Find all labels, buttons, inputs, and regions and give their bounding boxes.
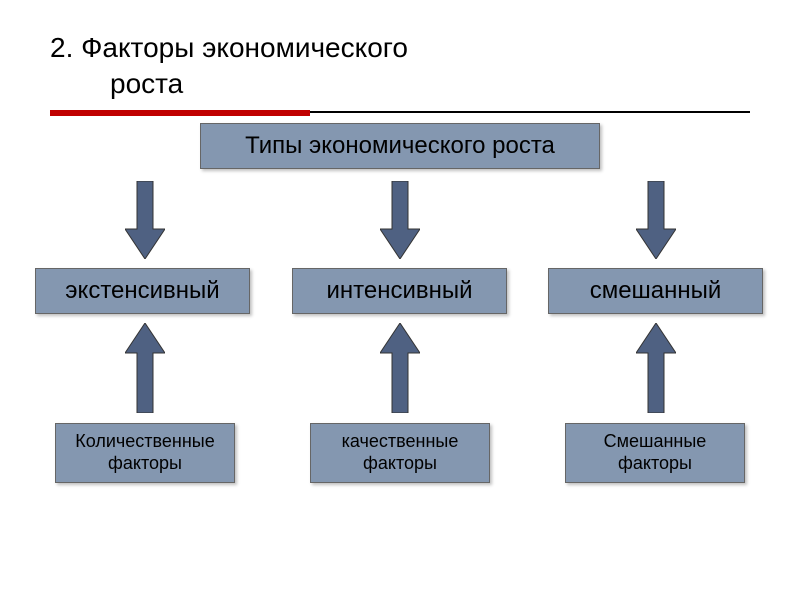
arrow-down-icon <box>380 181 420 259</box>
bot-node-1: Количественные факторы <box>55 423 235 483</box>
root-node-label: Типы экономического роста <box>245 132 555 160</box>
arrow-down-icon <box>125 181 165 259</box>
flowchart-diagram: Типы экономического роста экстенсивный и… <box>0 123 800 543</box>
title-underline <box>50 111 750 113</box>
bot-node-3-label: Смешанные факторы <box>566 431 744 474</box>
slide-title-area: 2. Факторы экономического роста <box>0 0 800 113</box>
bot-node-2: качественные факторы <box>310 423 490 483</box>
bot-node-1-label: Количественные факторы <box>56 431 234 474</box>
arrow-up-icon <box>125 323 165 413</box>
bot-node-2-label: качественные факторы <box>311 431 489 474</box>
arrow-up-icon <box>380 323 420 413</box>
bot-node-3: Смешанные факторы <box>565 423 745 483</box>
mid-node-3-label: смешанный <box>590 277 722 305</box>
mid-node-2-label: интенсивный <box>326 277 472 305</box>
slide-title-line2: роста <box>50 66 750 102</box>
mid-node-1-label: экстенсивный <box>65 277 219 305</box>
arrow-down-icon <box>636 181 676 259</box>
mid-node-1: экстенсивный <box>35 268 250 314</box>
root-node: Типы экономического роста <box>200 123 600 169</box>
mid-node-2: интенсивный <box>292 268 507 314</box>
arrow-up-icon <box>636 323 676 413</box>
slide-title-line1: 2. Факторы экономического <box>50 30 750 66</box>
mid-node-3: смешанный <box>548 268 763 314</box>
